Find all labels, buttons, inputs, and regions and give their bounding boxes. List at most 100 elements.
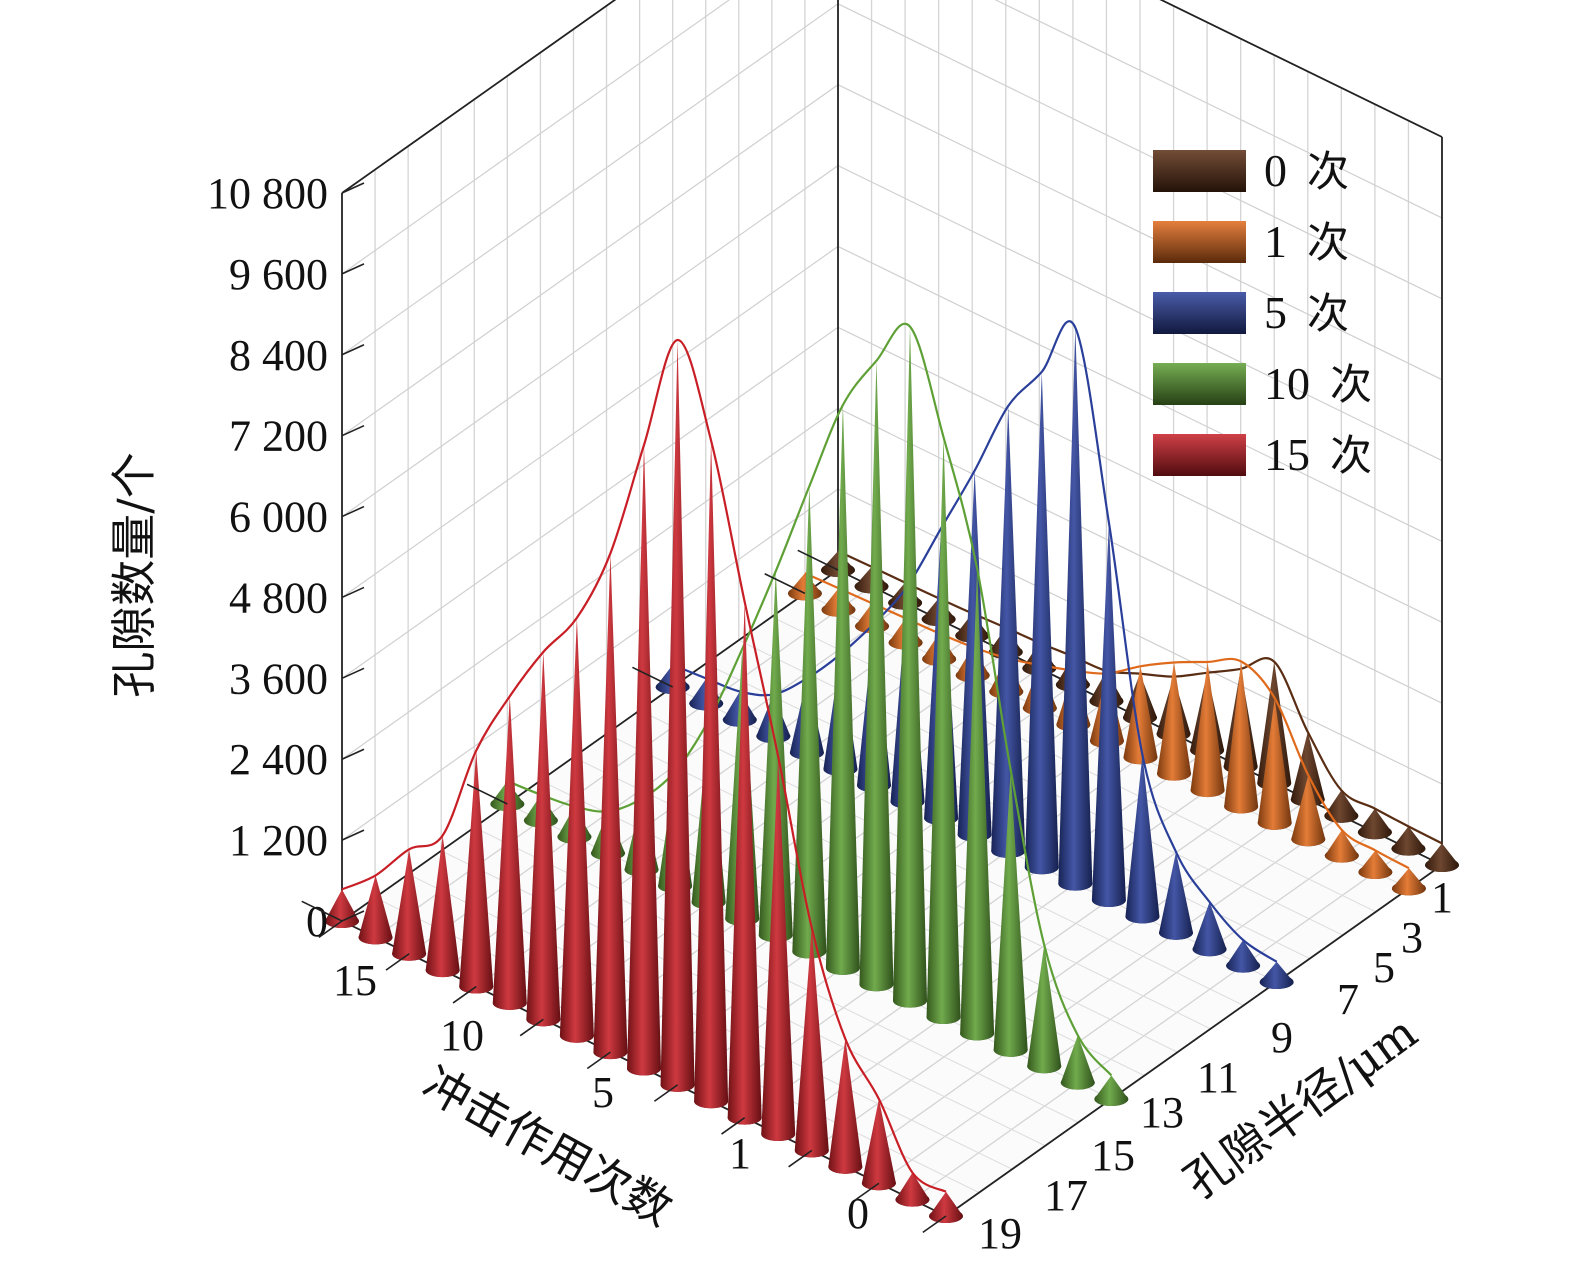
cone-mark <box>492 696 527 1010</box>
cone-mark <box>425 835 460 978</box>
legend-swatch-4 <box>1153 434 1246 476</box>
cone-body <box>1027 944 1062 1074</box>
cone-mark <box>1226 939 1261 973</box>
cone-body <box>694 440 729 1109</box>
floor-gridline <box>509 651 1007 1004</box>
legend-item-0: 0 次 <box>1153 145 1349 196</box>
chart-ticks: 0 1 200 2 400 3 600 4 800 6 000 7 200 8 400 9 60… <box>207 169 1453 1258</box>
cone-body <box>991 406 1026 858</box>
legend: 0 次 1 次 5 次 10 次 15 次 <box>1153 145 1372 480</box>
cone-body <box>859 360 894 992</box>
series-15 <box>325 338 963 1223</box>
floor-gridline <box>375 585 872 938</box>
floor-gridline <box>442 618 940 971</box>
cone-mark <box>1027 944 1062 1074</box>
cone-mark <box>1159 851 1193 940</box>
count-tick-label: 15 <box>333 956 377 1005</box>
z-tick-label: 2 400 <box>229 735 328 784</box>
z-tick-mark <box>341 424 365 437</box>
cone-body <box>459 750 494 994</box>
legend-label-3: 10 <box>1264 358 1310 409</box>
cone-mark <box>1091 522 1126 908</box>
chart-marks <box>325 320 1459 1223</box>
cone-body <box>1125 754 1160 924</box>
count-tick-mark <box>301 900 343 922</box>
radius-tick-label: 5 <box>1373 943 1395 992</box>
cone-mark <box>1060 1035 1095 1090</box>
legend-item-1: 1 次 <box>1153 216 1349 267</box>
legend-swatch-0 <box>1153 150 1246 192</box>
count-tick-label: 1 <box>729 1129 751 1178</box>
cone-mark <box>1391 826 1426 856</box>
cone-body <box>929 1191 963 1223</box>
z-tick-label: 1 200 <box>229 816 328 865</box>
radius-tick-mark <box>519 1018 544 1037</box>
radius-tick-label: 17 <box>1044 1171 1088 1220</box>
series-line-15 <box>341 338 947 1193</box>
cone-body <box>794 928 829 1158</box>
radius-tick-label: 11 <box>1197 1053 1239 1102</box>
z-tick-mark <box>341 748 365 760</box>
z-tick-mark <box>341 263 365 275</box>
floor-gridline <box>475 635 973 988</box>
axis-frame-line <box>341 569 839 922</box>
cone-body <box>1324 790 1359 823</box>
legend-label-0: 0 <box>1264 145 1287 196</box>
wall-gridline <box>341 0 1443 275</box>
floor-gridline <box>878 831 1376 1184</box>
cone-body <box>1358 850 1393 880</box>
legend-item-4: 15 次 <box>1153 429 1372 480</box>
cone-body <box>926 437 961 1025</box>
cone-body <box>1226 939 1261 973</box>
legend-item-3: 10 次 <box>1153 358 1372 409</box>
cone-mark <box>1125 754 1160 924</box>
count-tick-mark <box>632 666 674 688</box>
z-tick-mark <box>341 182 365 194</box>
legend-swatch-3 <box>1153 363 1246 405</box>
radius-tick-label: 7 <box>1337 975 1359 1024</box>
cone-mark <box>895 1172 930 1207</box>
z-tick-mark <box>341 667 365 680</box>
cone-mark <box>1357 808 1392 840</box>
z-tick-mark <box>341 344 365 356</box>
cone-body <box>828 1038 863 1174</box>
radius-tick-label: 9 <box>1271 1013 1293 1062</box>
cone-mark <box>526 651 561 1027</box>
cone-mark <box>1123 666 1158 765</box>
cone-body <box>960 568 995 1041</box>
cone-body <box>993 770 1028 1057</box>
cone-mark <box>1190 661 1225 798</box>
cone-mark <box>825 405 860 975</box>
cone-body <box>1324 830 1359 863</box>
count-tick-mark <box>764 573 806 595</box>
legend-swatch-2 <box>1153 292 1246 334</box>
radius-tick-mark <box>922 1215 947 1234</box>
series-line-5 <box>672 320 1278 963</box>
z-tick-mark <box>341 586 365 599</box>
cone-body <box>1224 661 1259 814</box>
axis-frame-line <box>945 864 1443 1217</box>
floor-gridline <box>408 602 906 955</box>
cone-body <box>526 651 561 1027</box>
radius-tick-label: 19 <box>978 1209 1022 1258</box>
cone-body <box>1159 851 1193 940</box>
cone-body <box>392 849 427 961</box>
cone-body <box>1024 371 1059 875</box>
radius-tick-mark <box>788 1149 813 1168</box>
cone-body <box>1391 868 1426 896</box>
cone-body <box>761 756 796 1142</box>
cone-body <box>660 340 695 1092</box>
cone-body <box>593 553 628 1060</box>
floor-gridline <box>844 815 1342 1168</box>
z-axis-title: 孔隙数量/个 <box>107 452 161 698</box>
legend-unit-1: 次 <box>1307 218 1349 267</box>
cone-body <box>787 573 822 601</box>
radius-tick-mark <box>653 1084 679 1102</box>
floor-gridline <box>777 782 1275 1135</box>
cone-mark <box>960 568 995 1041</box>
cone-body <box>325 889 359 928</box>
cone-mark <box>1257 698 1292 830</box>
cone-body <box>1259 961 1294 990</box>
radius-tick-mark <box>385 953 410 971</box>
cone-body <box>492 696 527 1010</box>
